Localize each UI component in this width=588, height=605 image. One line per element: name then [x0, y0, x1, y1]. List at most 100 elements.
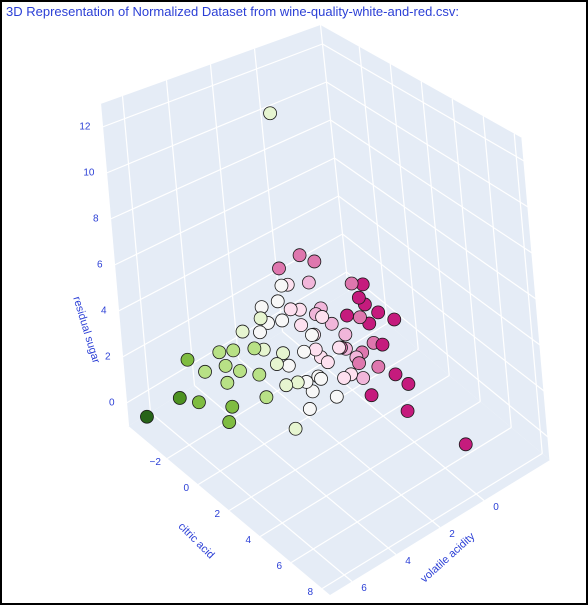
data-point: [253, 325, 267, 340]
grid-line: [334, 157, 537, 300]
z-tick-label: 2: [105, 352, 111, 363]
data-point: [307, 254, 322, 269]
data-point: [279, 378, 294, 393]
data-point: [212, 345, 227, 360]
y-tick-label: 2: [449, 529, 455, 540]
data-point: [351, 290, 366, 305]
data-point: [275, 313, 290, 328]
data-point: [332, 340, 346, 355]
data-point: [198, 364, 212, 379]
data-point: [180, 352, 195, 367]
data-point: [314, 371, 328, 386]
pane-edge: [319, 24, 350, 292]
grid-line: [322, 43, 525, 162]
grid-line: [238, 358, 441, 528]
data-point: [290, 375, 305, 390]
data-point: [400, 404, 415, 418]
data-point: [356, 371, 371, 385]
data-point: [305, 384, 320, 399]
data-point: [308, 342, 323, 357]
data-point: [192, 395, 206, 410]
grid-line: [330, 119, 533, 254]
grid-line: [106, 81, 327, 174]
z-tick-label: 6: [97, 260, 103, 271]
pane-edge: [521, 137, 551, 461]
grid-line: [326, 81, 529, 208]
data-point: [276, 346, 290, 361]
data-point: [263, 106, 277, 121]
grid-line: [118, 195, 339, 312]
y-tick-label: 6: [361, 583, 367, 594]
data-point: [337, 371, 351, 385]
data-point: [225, 399, 240, 414]
z-tick-label: 12: [79, 122, 91, 133]
data-point: [305, 328, 319, 342]
x-tick-label: 6: [276, 561, 282, 572]
data-point: [292, 248, 307, 263]
x-tick-label: −2: [150, 457, 162, 468]
data-point: [283, 302, 298, 317]
data-point: [353, 310, 367, 325]
data-point: [252, 367, 267, 382]
data-point: [401, 377, 416, 391]
data-point: [388, 367, 403, 382]
grid-line: [102, 43, 323, 128]
x-tick-label: 0: [183, 483, 189, 494]
data-point: [253, 311, 268, 326]
x-tick-label: 4: [245, 535, 251, 546]
data-point: [301, 275, 316, 290]
grid-line: [194, 385, 397, 555]
data-point: [364, 388, 379, 403]
z-tick-label: 8: [93, 214, 99, 225]
data-point: [387, 312, 402, 327]
data-point: [140, 409, 154, 424]
data-point: [269, 357, 284, 371]
z-tick-label: 4: [101, 306, 107, 317]
data-point: [458, 437, 473, 452]
grid-line: [110, 119, 331, 220]
y-tick-label: 0: [493, 502, 499, 513]
data-point: [218, 359, 233, 373]
grid-line: [150, 412, 353, 582]
data-point: [315, 310, 330, 324]
data-point: [297, 344, 311, 359]
pane-edge: [99, 103, 130, 427]
data-point: [220, 375, 235, 390]
z-tick-label: 10: [83, 168, 95, 179]
data-point: [233, 364, 247, 378]
data-point: [338, 327, 353, 342]
grid-line: [342, 233, 545, 392]
data-point: [352, 356, 366, 371]
data-point: [288, 421, 303, 436]
x-tick-label: 2: [214, 509, 220, 520]
data-point: [320, 355, 335, 370]
data-point: [259, 390, 274, 405]
data-point: [272, 261, 286, 276]
scene: [99, 24, 551, 595]
data-point: [375, 337, 390, 352]
data-point: [371, 305, 386, 320]
data-point: [371, 359, 386, 374]
data-point: [226, 343, 241, 358]
data-point: [344, 276, 359, 291]
data-point: [235, 324, 250, 339]
grid-line: [346, 271, 549, 438]
z-tick-label: 0: [109, 398, 115, 409]
y-tick-label: 4: [405, 556, 411, 567]
grid-line: [114, 157, 335, 266]
chart-title: 3D Representation of Normalized Dataset …: [6, 4, 459, 19]
data-point: [329, 389, 344, 404]
grid-line: [338, 195, 541, 346]
data-point: [247, 341, 262, 356]
data-point: [281, 358, 296, 373]
data-point: [274, 278, 289, 293]
x-tick-label: 8: [307, 587, 313, 598]
data-point: [270, 294, 285, 309]
data-point: [172, 391, 187, 405]
data-point: [340, 308, 354, 323]
data-point: [302, 402, 317, 416]
data-point: [222, 415, 237, 429]
grid-line: [126, 271, 347, 404]
